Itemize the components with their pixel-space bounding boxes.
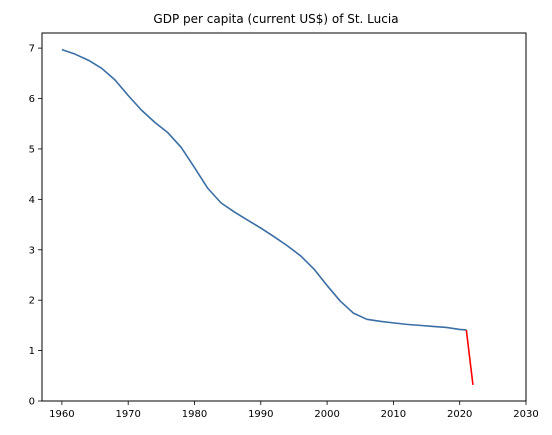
x-tick-label: 1990 [248, 409, 273, 420]
chart-title: GDP per capita (current US$) of St. Luci… [153, 12, 398, 26]
series-line-projection [465, 329, 474, 385]
y-tick-label: 3 [29, 245, 35, 256]
y-tick-label: 6 [29, 94, 35, 105]
plot-frame [41, 32, 527, 402]
series-layer [61, 48, 474, 385]
x-tick-label: 2030 [513, 409, 538, 420]
x-tick-label: 1970 [115, 409, 140, 420]
series-line-historical [61, 48, 467, 331]
x-tick-label: 1960 [49, 409, 74, 420]
y-tick-label: 4 [29, 195, 35, 206]
y-tick-label: 0 [29, 397, 35, 408]
y-tick-label: 5 [29, 144, 35, 155]
y-tick-label: 2 [29, 296, 35, 307]
y-tick-label: 7 [29, 44, 35, 55]
x-tick-label: 2000 [314, 409, 339, 420]
x-tick-label: 2010 [381, 409, 406, 420]
y-tick-label: 1 [29, 346, 35, 357]
y-axis: 0 1 2 3 4 5 6 7 [29, 44, 42, 408]
x-axis: 1960 1970 1980 1990 2000 2010 2020 2030 [49, 401, 539, 420]
x-tick-label: 1980 [182, 409, 207, 420]
x-tick-label: 2020 [447, 409, 472, 420]
